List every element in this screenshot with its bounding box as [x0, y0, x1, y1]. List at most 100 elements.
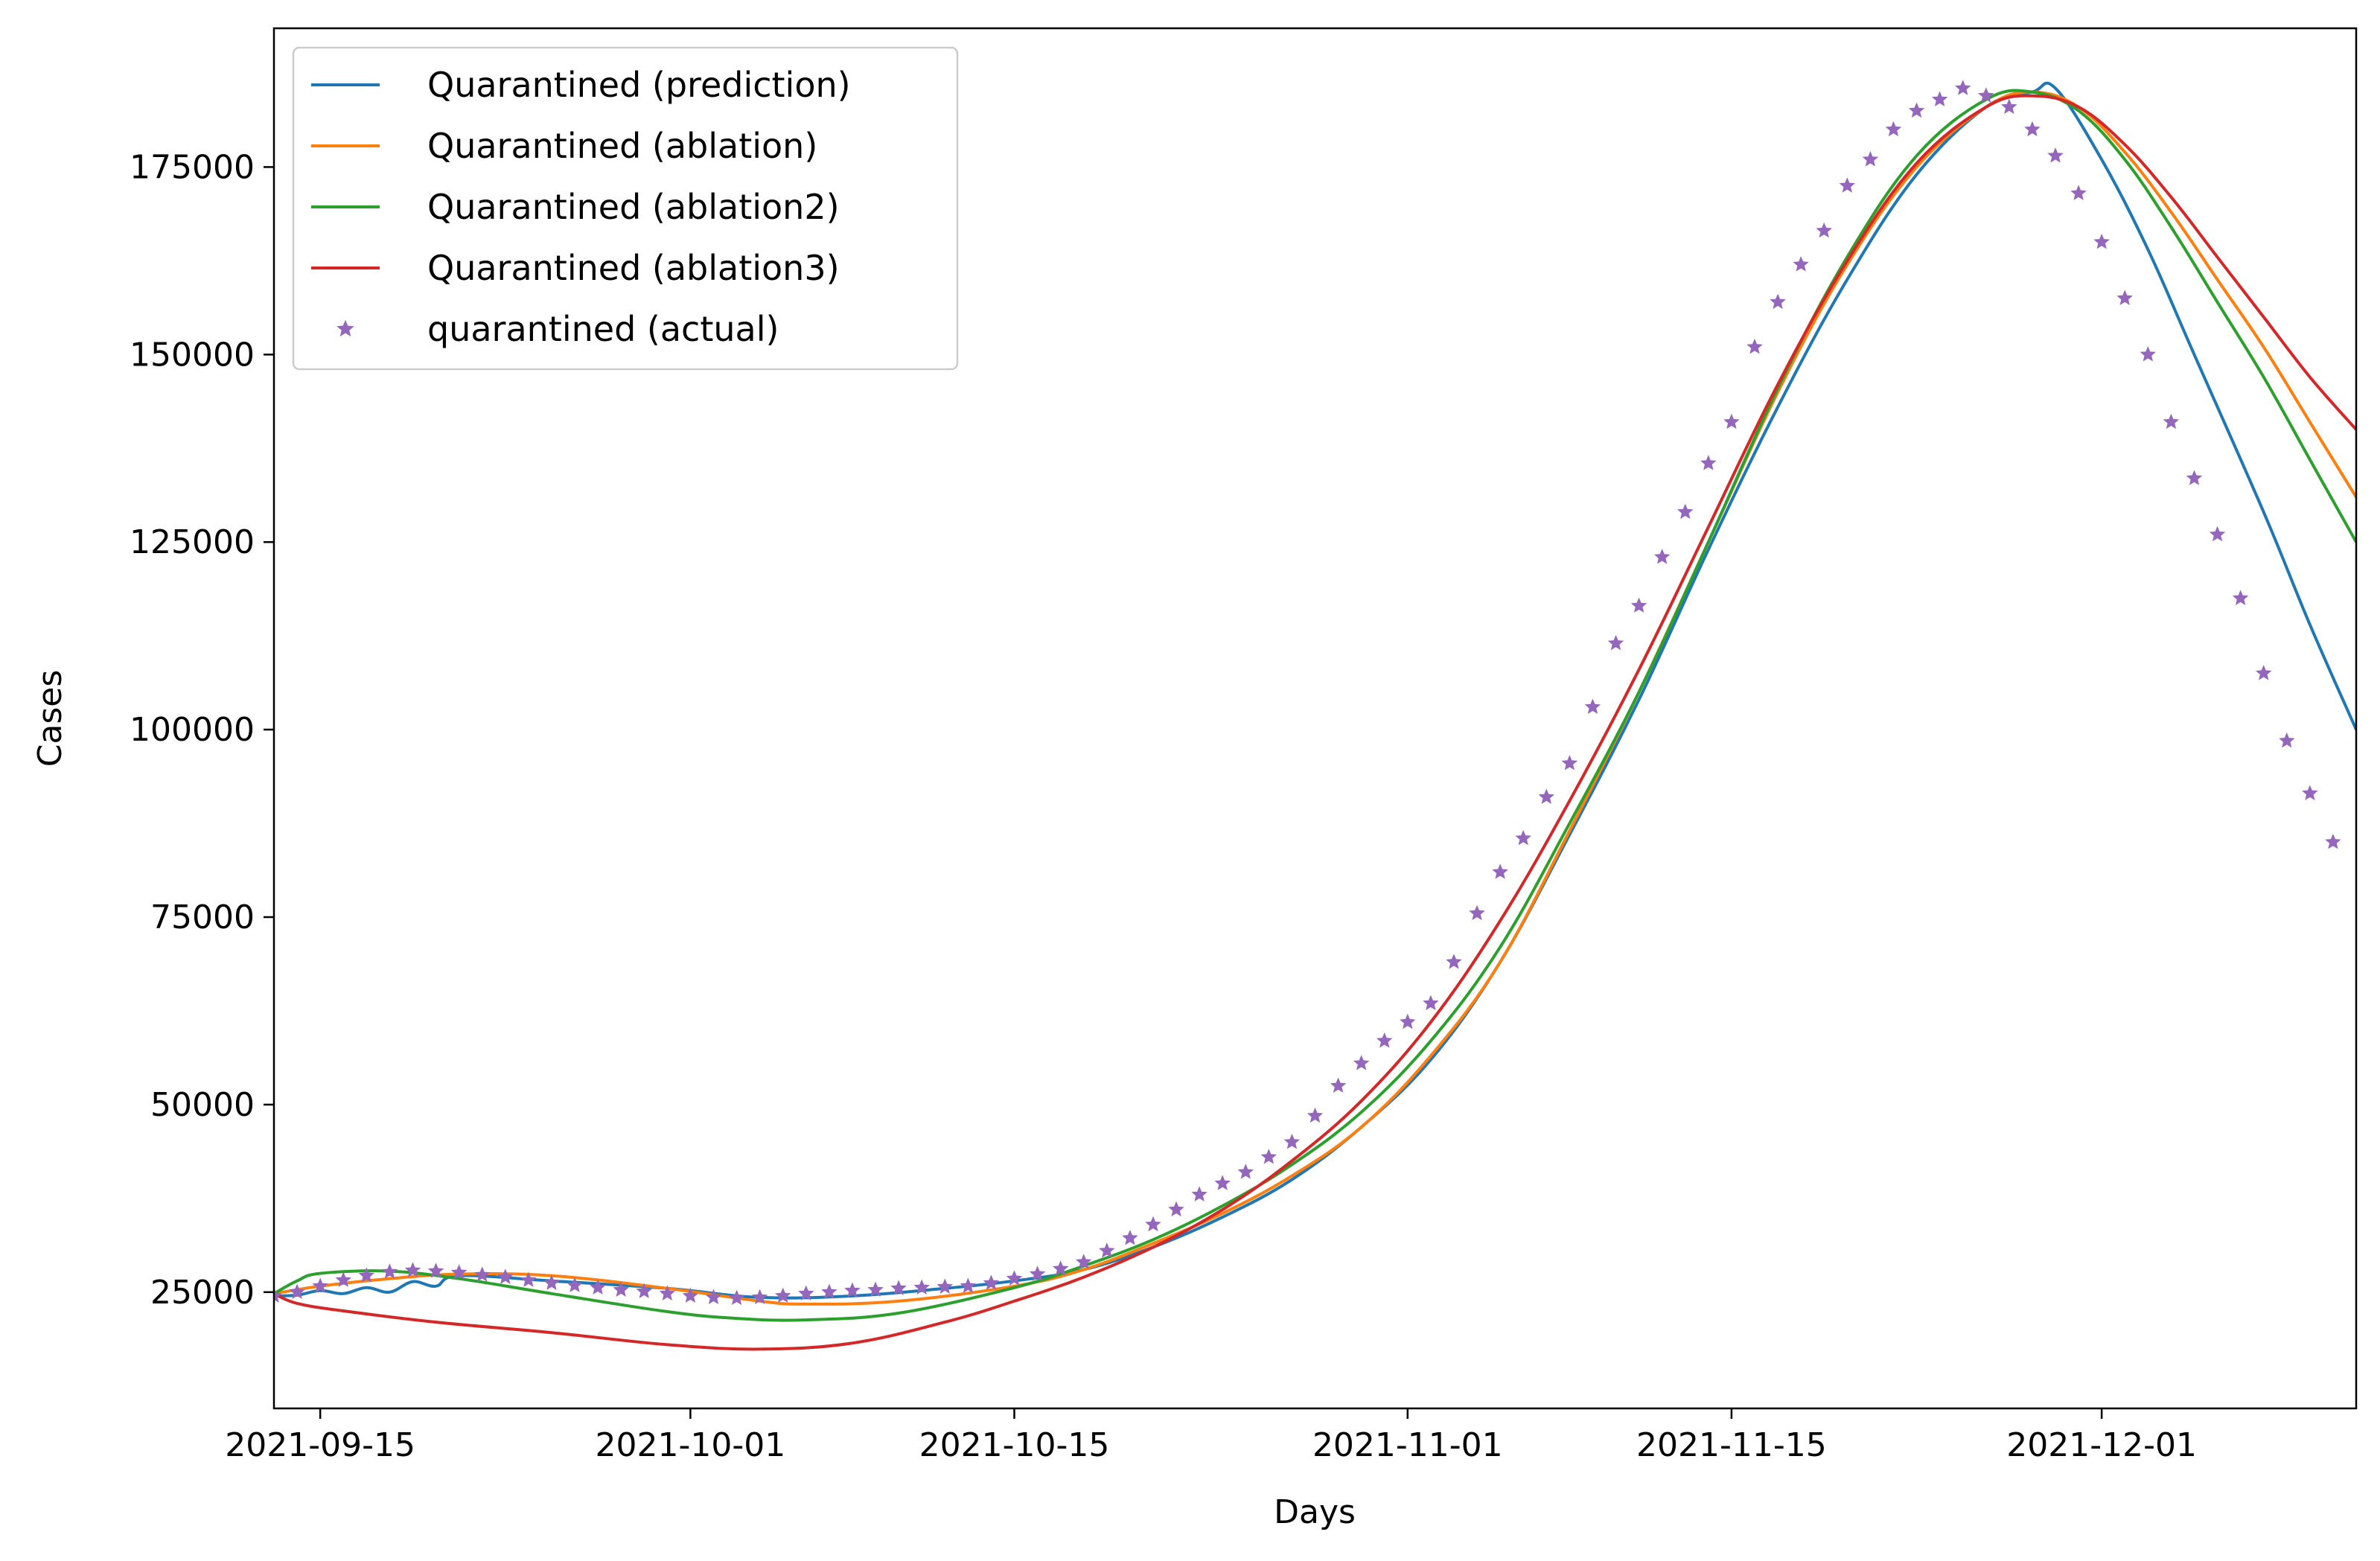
- actual-data-point: [2255, 665, 2272, 680]
- legend: Quarantined (prediction) Quarantined (abl…: [292, 46, 959, 371]
- actual-data-point: [1862, 150, 1879, 167]
- x-tick-label: 2021-11-01: [1312, 1426, 1503, 1464]
- actual-data-point: [1839, 177, 1856, 193]
- actual-data-point: [1538, 788, 1555, 804]
- actual-data-point: [2302, 785, 2318, 800]
- legend-swatch: [336, 319, 354, 336]
- actual-data-point: [1283, 1133, 1301, 1149]
- y-axis-title: Cases: [31, 670, 69, 767]
- actual-data-point: [1885, 121, 1902, 137]
- actual-data-point: [1099, 1242, 1115, 1258]
- actual-data-point: [1446, 954, 1462, 969]
- actual-data-point: [1816, 222, 1832, 238]
- x-tick-label: 2021-11-15: [1636, 1426, 1827, 1464]
- y-tick-label: 150000: [130, 336, 255, 374]
- actual-data-point: [1260, 1149, 1277, 1164]
- y-tick-label: 25000: [150, 1274, 255, 1312]
- actual-data-point: [567, 1277, 583, 1292]
- actual-data-point: [2279, 732, 2295, 748]
- series-layer: [274, 80, 2356, 1351]
- x-axis-title: Days: [1274, 1493, 1356, 1531]
- actual-data-point: [1237, 1163, 1254, 1179]
- actual-data-point: [497, 1268, 514, 1284]
- actual-data-point: [2070, 185, 2087, 200]
- actual-data-point: [1515, 829, 1531, 846]
- actual-data-point: [960, 1277, 977, 1293]
- actual-data-point: [1353, 1055, 1370, 1070]
- legend-label: Quarantined (ablation3): [427, 248, 840, 288]
- actual-data-point: [1492, 864, 1508, 879]
- actual-data-point: [1770, 293, 1786, 309]
- actual-data-point: [312, 1277, 328, 1293]
- legend-box: [292, 46, 959, 371]
- actual-data-point: [381, 1263, 398, 1279]
- actual-data-point: [1330, 1077, 1347, 1093]
- actual-data-point: [613, 1281, 629, 1297]
- x-tick-label: 2021-09-15: [225, 1426, 415, 1464]
- actual-data-point: [798, 1285, 814, 1300]
- actual-data-point: [1006, 1270, 1023, 1286]
- actual-data-point: [890, 1280, 907, 1295]
- actual-data-point: [1584, 698, 1601, 715]
- actual-data-point: [1723, 413, 1740, 430]
- actual-data-point: [659, 1285, 676, 1300]
- actual-data-point: [274, 1287, 282, 1303]
- actual-data-point: [1607, 634, 1624, 651]
- axes-layer: 2021-09-15 2021-10-01 2021-10-15 2021-11-01…: [130, 148, 2197, 1464]
- legend-label: Quarantined (ablation2): [427, 187, 840, 227]
- actual-data-point: [821, 1283, 838, 1299]
- y-tick-label: 50000: [150, 1086, 255, 1124]
- series-line-quarantined-ablation3-: [274, 94, 2356, 1351]
- actual-data-point: [1977, 87, 1994, 103]
- actual-data-point: [1469, 904, 1485, 921]
- actual-data-point: [913, 1279, 930, 1295]
- actual-data-point: [1191, 1186, 1207, 1201]
- actual-data-point: [2209, 526, 2226, 542]
- actual-data-point: [1029, 1265, 1046, 1281]
- legend-label: Quarantined (prediction): [427, 65, 851, 105]
- actual-data-point: [1676, 503, 1694, 520]
- x-tick-label: 2021-12-01: [2006, 1426, 2197, 1464]
- actual-data-point: [427, 1262, 444, 1278]
- y-tick-label: 75000: [150, 898, 255, 936]
- actual-data-point: [867, 1281, 884, 1297]
- plot-area-frame: [272, 27, 2358, 1410]
- series-line-quarantined-ablation2-: [274, 89, 2356, 1322]
- actual-data-point: [1700, 455, 1717, 470]
- actual-data-point: [2116, 290, 2133, 305]
- actual-data-point: [705, 1289, 722, 1305]
- actual-data-point: [844, 1282, 861, 1297]
- actual-data-point: [590, 1279, 606, 1295]
- actual-data-point: [335, 1271, 351, 1287]
- actual-data-point: [473, 1266, 491, 1282]
- actual-data-point: [289, 1283, 305, 1299]
- actual-data-point: [1376, 1032, 1393, 1048]
- actual-data-point: [1075, 1254, 1092, 1269]
- actual-data-point: [1214, 1175, 1231, 1190]
- actual-data-point: [450, 1264, 468, 1280]
- actual-data-point: [2232, 590, 2249, 605]
- actual-data-point: [2047, 147, 2064, 163]
- actual-data-point: [1746, 338, 1763, 354]
- actual-data-point: [1400, 1013, 1416, 1030]
- actual-data-point: [2001, 98, 2017, 114]
- actual-data-point: [1793, 256, 1809, 272]
- actual-data-point: [2186, 470, 2203, 485]
- legend-label: quarantined (actual): [427, 309, 779, 349]
- actual-data-point: [1954, 80, 1971, 95]
- actual-data-point: [728, 1289, 745, 1306]
- actual-data-point: [2325, 834, 2341, 849]
- actual-data-point: [1561, 755, 1578, 770]
- actual-data-point: [1630, 597, 1647, 613]
- actual-data-point: [2140, 345, 2157, 362]
- x-tick-label: 2021-10-01: [596, 1426, 786, 1464]
- actual-data-point: [1168, 1201, 1184, 1217]
- actual-data-point: [636, 1283, 653, 1298]
- actual-data-point: [1908, 102, 1925, 118]
- actual-data-point: [1307, 1107, 1324, 1123]
- actual-data-point: [983, 1274, 1000, 1290]
- y-tick-label: 125000: [130, 523, 255, 561]
- y-tick-label: 175000: [130, 148, 255, 186]
- actual-data-point: [520, 1271, 537, 1287]
